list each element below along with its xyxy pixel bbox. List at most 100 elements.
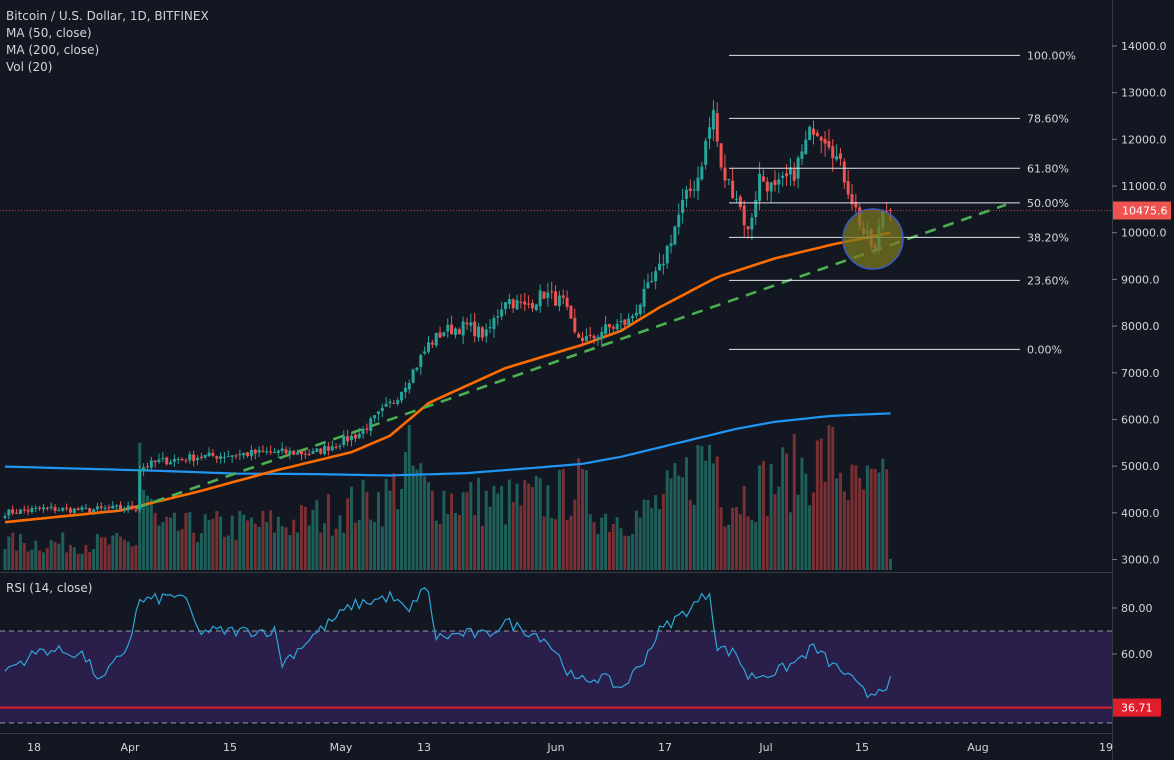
- volume-bar: [403, 451, 407, 570]
- volume-bar: [261, 510, 265, 570]
- volume-bar: [380, 526, 384, 570]
- time-tick-label: 19: [1099, 741, 1113, 754]
- candle-body: [573, 317, 577, 333]
- candle-body: [785, 173, 789, 177]
- volume-bar: [246, 520, 250, 570]
- candle-body: [761, 176, 765, 182]
- volume-bar: [30, 549, 34, 570]
- volume-bar: [723, 526, 727, 570]
- volume-bar: [727, 524, 731, 570]
- price-tick-label: 14000.0: [1121, 40, 1167, 53]
- candle: [704, 137, 708, 170]
- volume-bar: [688, 499, 692, 570]
- candle: [711, 100, 715, 142]
- candle-body: [846, 181, 850, 195]
- candle: [357, 427, 361, 440]
- ma200-line: [4, 412, 891, 477]
- time-tick-label: 15: [223, 741, 237, 754]
- volume-bar: [61, 532, 65, 570]
- ma200-legend: MA (200, close): [6, 43, 100, 57]
- candle-body: [507, 299, 511, 305]
- volume-bar: [665, 470, 669, 570]
- volume-bar: [103, 537, 107, 570]
- candle-body: [165, 457, 169, 465]
- volume-bar: [26, 551, 30, 570]
- candle-body: [99, 506, 103, 508]
- volume-bar: [142, 489, 146, 570]
- volume-bar: [858, 477, 862, 570]
- volume-bar: [307, 525, 311, 570]
- candle: [184, 458, 188, 464]
- volume-bar: [192, 532, 196, 570]
- candle-body: [596, 337, 600, 340]
- candle: [708, 117, 712, 150]
- candle: [361, 425, 365, 440]
- candle-body: [500, 309, 504, 317]
- candle-body: [438, 332, 442, 338]
- volume-bar: [634, 510, 638, 570]
- candle-body: [311, 450, 315, 454]
- candle: [527, 295, 531, 309]
- candle-body: [835, 156, 839, 160]
- volume-bar: [188, 512, 192, 570]
- volume-bar: [465, 492, 469, 570]
- volume-bar: [492, 485, 496, 570]
- candle-body: [581, 337, 584, 341]
- candle-body: [203, 454, 207, 458]
- volume-bar: [338, 515, 342, 570]
- candle: [103, 504, 107, 513]
- candle: [596, 334, 600, 346]
- volume-bar: [511, 501, 515, 570]
- volume-bar: [557, 470, 561, 570]
- candle-body: [838, 153, 842, 160]
- volume-bar: [80, 553, 84, 570]
- volume-bar: [15, 550, 19, 570]
- volume-bar: [869, 468, 873, 570]
- volume-bar: [577, 458, 581, 570]
- candle: [654, 267, 658, 290]
- candle-body: [338, 445, 342, 447]
- volume-bar: [473, 514, 477, 570]
- candle: [761, 169, 765, 183]
- candle-body: [292, 450, 296, 455]
- volume-bar: [369, 519, 373, 570]
- volume-bar: [569, 515, 573, 570]
- volume-bar: [785, 453, 789, 570]
- candle: [149, 456, 153, 472]
- volume-bar: [750, 519, 754, 570]
- volume-bar: [488, 506, 492, 570]
- candle-body: [396, 400, 400, 404]
- volume-bar: [804, 473, 808, 570]
- volume-bar: [49, 539, 53, 570]
- volume-bar: [673, 463, 677, 570]
- candle-body: [638, 304, 642, 315]
- volume-bar: [546, 485, 550, 570]
- candle-body: [380, 407, 384, 411]
- candle: [731, 168, 735, 200]
- candle-body: [95, 506, 99, 510]
- volume-bar: [196, 542, 199, 570]
- volume-bar: [800, 457, 804, 570]
- candle-body: [172, 459, 176, 462]
- candle: [157, 453, 161, 464]
- candle: [215, 455, 219, 464]
- candle: [542, 291, 546, 300]
- candle-body: [276, 450, 280, 453]
- candle: [234, 453, 238, 460]
- candle-body: [773, 180, 777, 185]
- volume-bar: [746, 516, 750, 570]
- volume-bar: [550, 517, 554, 570]
- rsi-support-label: 36.71: [1121, 702, 1153, 715]
- candle: [504, 302, 507, 315]
- candle-body: [715, 113, 719, 142]
- volume-bar: [126, 541, 130, 570]
- volume-bar: [754, 522, 758, 570]
- candle: [211, 449, 215, 458]
- volume-bar: [323, 523, 327, 570]
- candle: [172, 454, 176, 467]
- candle: [242, 452, 246, 459]
- candle: [511, 297, 515, 313]
- rsi-line: [4, 587, 892, 699]
- candle-body: [804, 139, 808, 154]
